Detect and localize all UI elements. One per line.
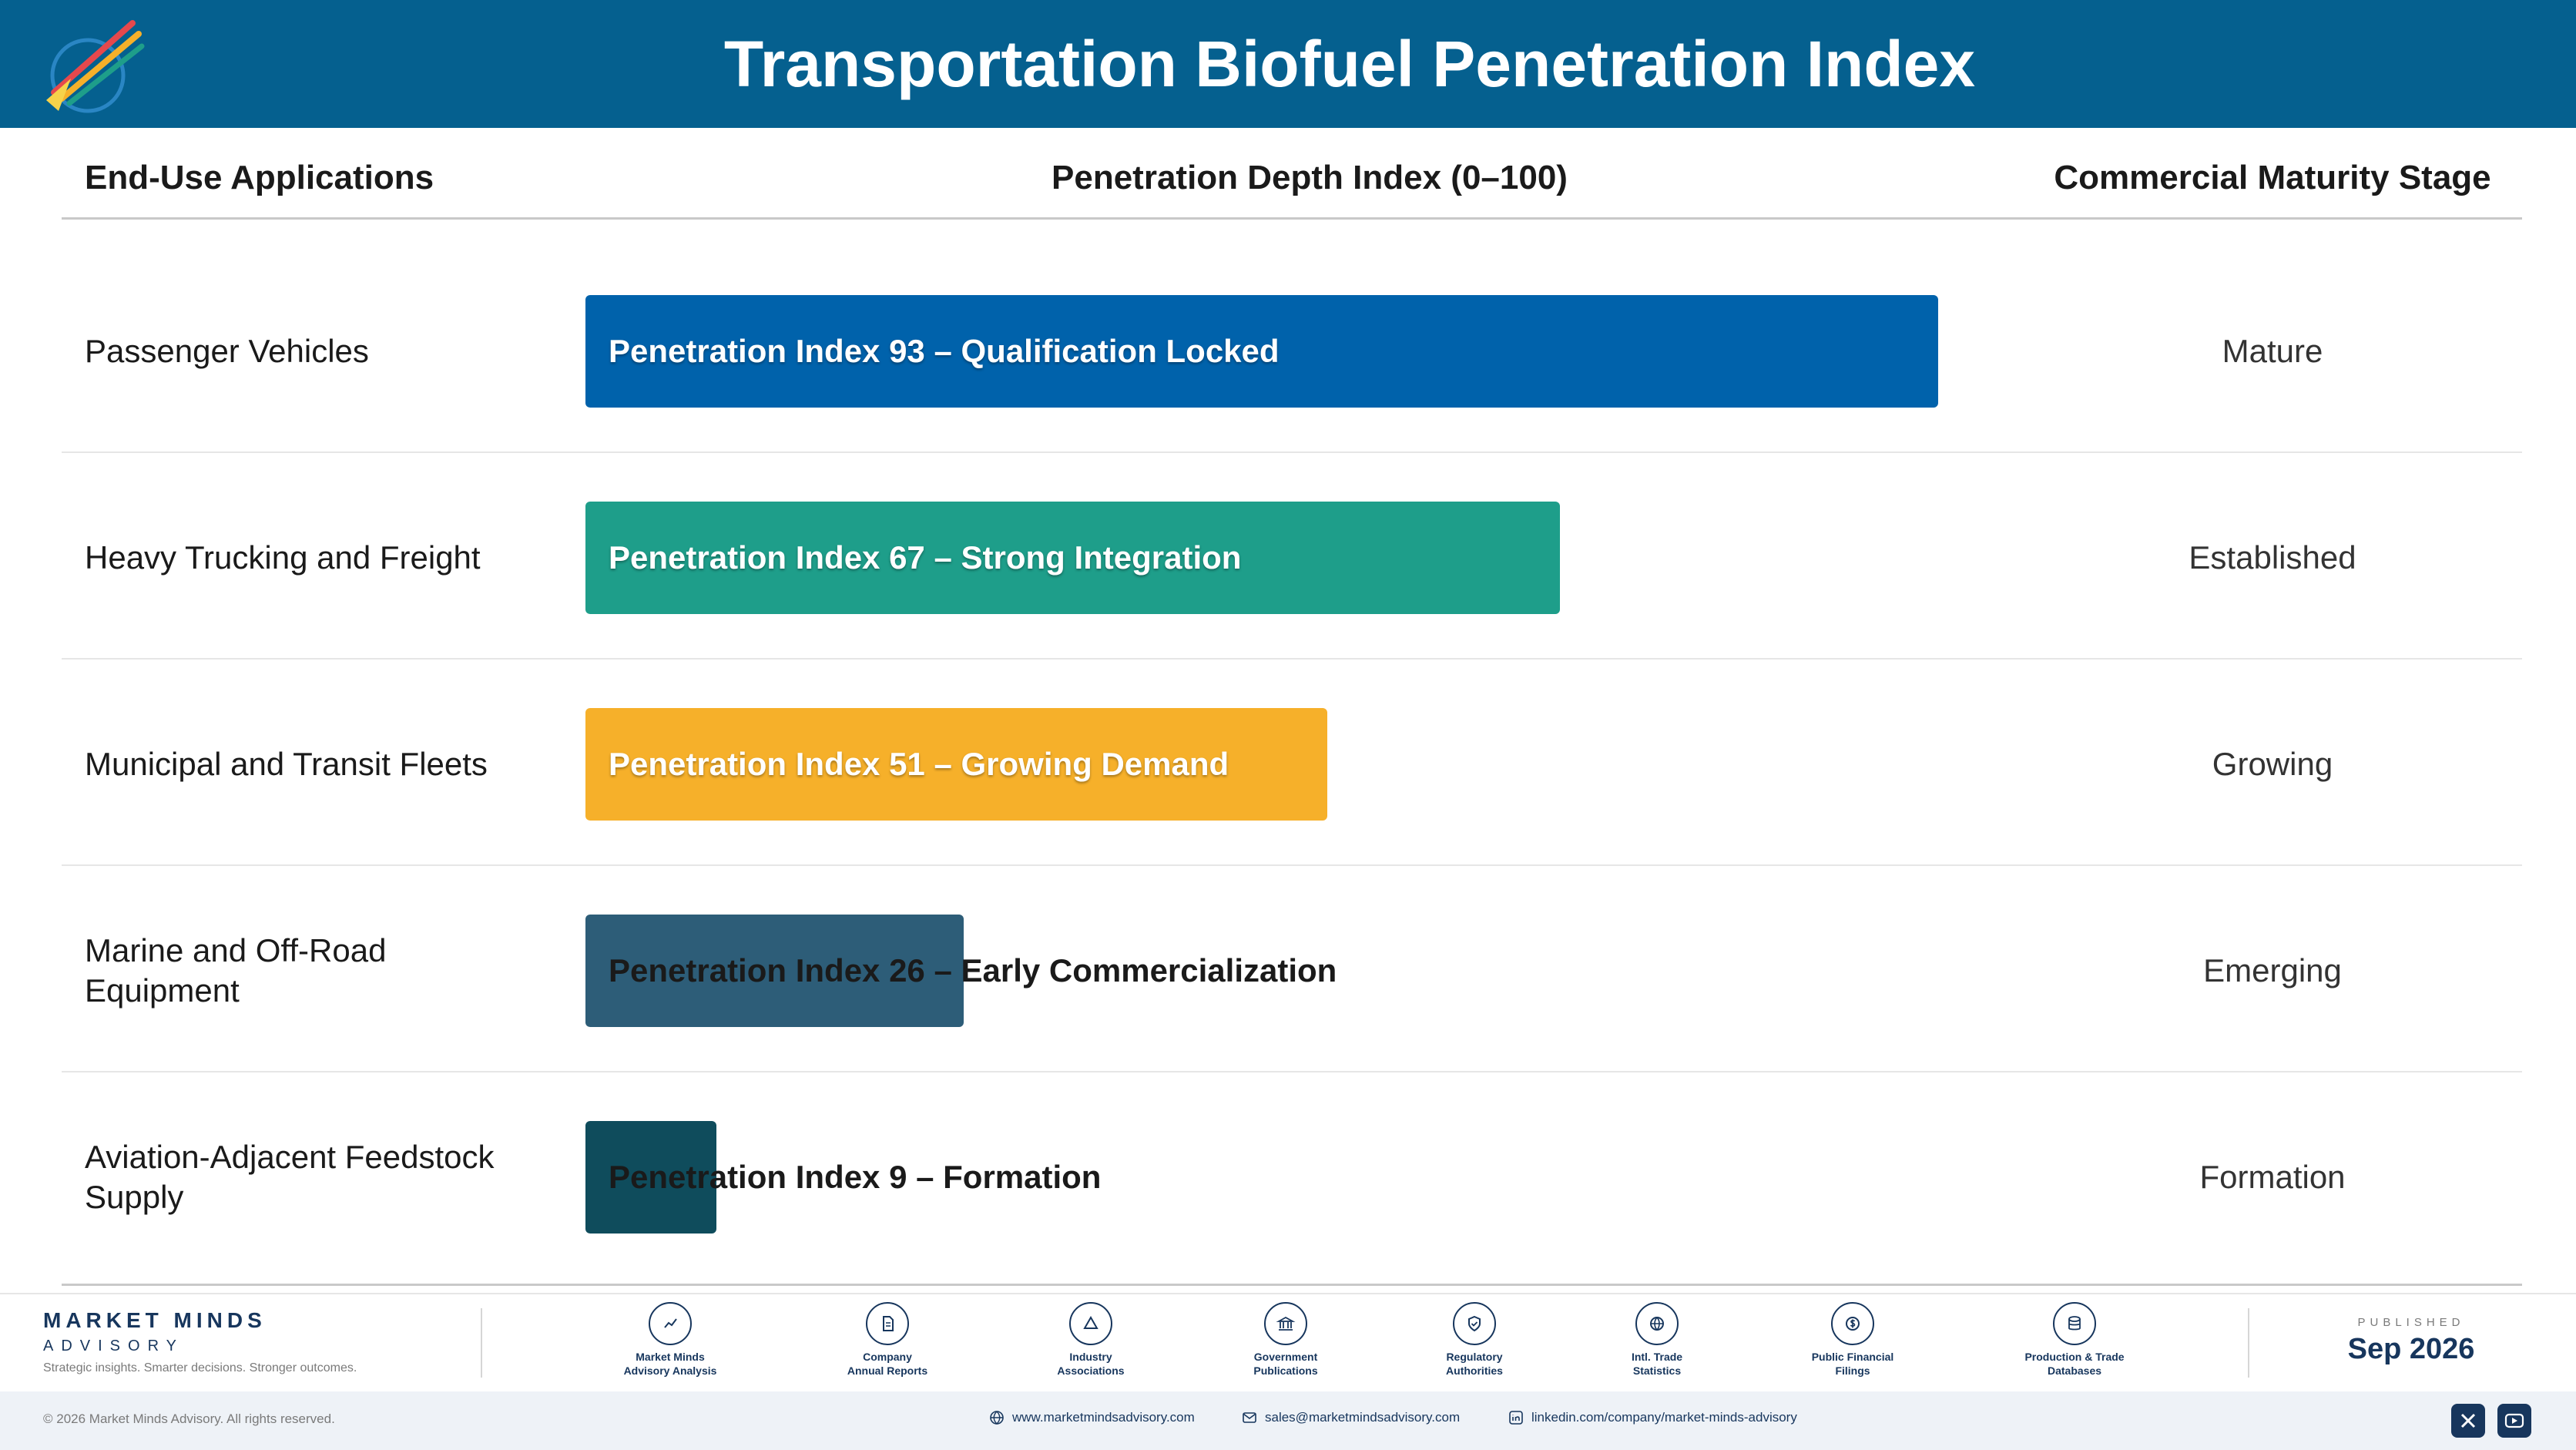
chart-row: Passenger Vehicles Penetration Index 93 –…: [0, 248, 2576, 455]
table-bottom-divider: [62, 1284, 2522, 1286]
bar: [585, 1121, 716, 1234]
bar-label: Penetration Index 51 – Growing Demand: [609, 746, 1229, 782]
header-bar: Transportation Biofuel Penetration Index: [0, 0, 2576, 128]
youtube-icon: [2504, 1413, 2524, 1428]
brand-sub: ADVISORY: [43, 1338, 184, 1354]
source-label: Regulatory Authorities: [1446, 1351, 1503, 1377]
brand-tagline: Strategic insights. Smarter decisions. S…: [43, 1361, 357, 1374]
column-header-stage: Commercial Maturity Stage: [2054, 159, 2491, 196]
category-label: Municipal and Transit Fleets: [85, 746, 488, 782]
published-date: Sep 2026: [2347, 1333, 2475, 1365]
linkedin-text: linkedin.com/company/market-minds-adviso…: [1531, 1410, 1797, 1425]
copyright: © 2026 Market Minds Advisory. All rights…: [43, 1411, 335, 1426]
source-label: Production & Trade Databases: [2024, 1351, 2125, 1377]
header-divider: [62, 217, 2522, 220]
chart-row: Heavy Trucking and Freight Penetration In…: [0, 455, 2576, 661]
category-label: Aviation-Adjacent Feedstock Supply: [85, 1139, 495, 1215]
source-item: Market Minds Advisory Analysis: [593, 1302, 747, 1378]
source-label: Public Financial Filings: [1811, 1351, 1894, 1377]
source-label: Market Minds Advisory Analysis: [623, 1351, 717, 1377]
linkedin-link[interactable]: linkedin.com/company/market-minds-adviso…: [1508, 1410, 1797, 1425]
chart-row: Municipal and Transit Fleets Penetration …: [0, 661, 2576, 868]
youtube-social-button[interactable]: [2497, 1404, 2531, 1438]
document-icon: [866, 1302, 909, 1345]
stage-label: Mature: [2222, 333, 2323, 369]
chart-row: Aviation-Adjacent Feedstock Supply Penetr…: [0, 1074, 2576, 1280]
source-label: Industry Associations: [1057, 1351, 1125, 1377]
x-social-button[interactable]: [2451, 1404, 2485, 1438]
stage-label: Growing: [2212, 746, 2333, 782]
source-label: Intl. Trade Statistics: [1631, 1351, 1683, 1377]
x-logo-icon: [2460, 1413, 2476, 1428]
stage-label: Formation: [2199, 1159, 2346, 1195]
source-label: Company Annual Reports: [847, 1351, 928, 1377]
category-label: Heavy Trucking and Freight: [85, 539, 481, 576]
footer-divider-right: [2248, 1308, 2249, 1378]
government-building-icon: [1264, 1302, 1307, 1345]
category-label: Passenger Vehicles: [85, 333, 369, 369]
shield-check-icon: [1453, 1302, 1496, 1345]
database-icon: [2053, 1302, 2096, 1345]
row-divider: [62, 1071, 2522, 1072]
bar-label: Penetration Index 26 – Early Commerciali…: [609, 952, 1337, 988]
trend-chart-icon: [649, 1302, 692, 1345]
row-divider: [62, 864, 2522, 866]
stage-label: Emerging: [2203, 952, 2342, 988]
globe-icon: [1635, 1302, 1679, 1345]
bar-label: Penetration Index 67 – Strong Integratio…: [609, 539, 1242, 576]
mail-icon: [1243, 1412, 1256, 1423]
network-icon: [1069, 1302, 1112, 1345]
chart-row: Marine and Off-Road Equipment Penetration…: [0, 868, 2576, 1074]
brand-name: MARKET MINDS: [43, 1308, 267, 1332]
source-item: Government Publications: [1209, 1302, 1363, 1378]
column-header-applications: End-Use Applications: [85, 159, 434, 196]
source-item: Regulatory Authorities: [1397, 1302, 1551, 1378]
row-divider: [62, 658, 2522, 660]
bar-label: Penetration Index 93 – Qualification Loc…: [609, 333, 1280, 369]
email-text: sales@marketmindsadvisory.com: [1265, 1410, 1461, 1425]
bar: [585, 502, 1560, 614]
logo-icon: [46, 20, 145, 113]
source-item: Company Annual Reports: [810, 1302, 964, 1378]
bar-label: Penetration Index 9 – Formation: [609, 1159, 1102, 1195]
stage-label: Established: [2189, 539, 2356, 576]
bar: [585, 295, 1938, 408]
source-item: Public Financial Filings: [1776, 1302, 1930, 1378]
globe-icon: [990, 1411, 1004, 1425]
published-label: PUBLISHED: [2357, 1316, 2465, 1329]
dollar-coin-icon: [1831, 1302, 1874, 1345]
website-link[interactable]: www.marketmindsadvisory.com: [989, 1410, 1195, 1425]
category-label: Marine and Off-Road Equipment: [85, 932, 387, 1009]
source-item: Production & Trade Databases: [1997, 1302, 2152, 1378]
linkedin-icon: [1509, 1411, 1523, 1425]
footer-divider-left: [481, 1308, 482, 1378]
column-header-index: Penetration Depth Index (0–100): [1052, 159, 1568, 196]
row-divider: [62, 451, 2522, 453]
source-label: Government Publications: [1253, 1351, 1318, 1377]
bar: [585, 708, 1327, 821]
email-link[interactable]: sales@marketmindsadvisory.com: [1242, 1410, 1460, 1425]
bar: [585, 915, 964, 1027]
source-item: Intl. Trade Statistics: [1580, 1302, 1734, 1378]
source-item: Industry Associations: [1014, 1302, 1168, 1378]
website-text: www.marketmindsadvisory.com: [1012, 1410, 1195, 1425]
page-title: Transportation Biofuel Penetration Index: [723, 28, 1976, 100]
bottom-bar: [0, 1391, 2576, 1450]
